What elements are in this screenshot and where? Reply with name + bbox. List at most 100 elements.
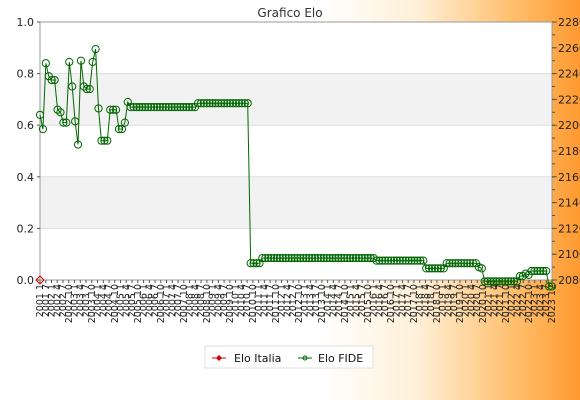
fide-point (348, 253, 358, 263)
x-tick-label: 2012 7 (288, 284, 299, 317)
fide-point (170, 103, 179, 112)
fide-point (381, 256, 390, 265)
x-tick-label: 2010 10 (248, 284, 259, 323)
fide-point (50, 75, 59, 85)
x-tick-label: 2015 1 (346, 284, 357, 317)
x-tick-label: 2001 1 (35, 284, 46, 317)
x-tick-label: 2020 10 (478, 284, 489, 323)
right-tick-label: 2140 (558, 197, 580, 210)
x-tick-label: 2002 7 (58, 284, 69, 317)
fide-point (328, 253, 337, 263)
fide-point (483, 277, 492, 286)
fide-point (492, 277, 501, 286)
x-tick-label: 2006 10 (156, 284, 167, 323)
fide-point (386, 256, 396, 265)
fide-point (498, 277, 507, 286)
fide-point (35, 110, 45, 119)
left-tick-label: 0.8 (17, 68, 35, 81)
x-tick-label: 2007 1 (162, 284, 173, 317)
fide-point (226, 99, 235, 108)
fide-point (138, 103, 147, 112)
fide-point (97, 136, 106, 145)
left-tick-label: 1.0 (17, 16, 35, 29)
right-tick-label: 2280 (558, 16, 580, 29)
fide-point (176, 103, 185, 112)
fide-point (231, 99, 241, 108)
x-tick-label: 2012 1 (277, 284, 288, 317)
legend-fide-marker (302, 355, 308, 361)
x-tick-label: 2021 10 (501, 284, 512, 323)
fide-point (135, 103, 144, 112)
fide-point (544, 282, 554, 291)
x-tick-label: 2019 1 (438, 284, 449, 317)
x-tick-label: 2015 4 (351, 284, 362, 317)
fide-point (243, 99, 252, 108)
fide-point (460, 259, 469, 268)
fide-point (132, 103, 141, 112)
fide-point (264, 253, 273, 263)
fide-point (427, 264, 437, 273)
x-tick-label: 2004 7 (104, 284, 115, 317)
x-tick-label: 2002 1 (47, 284, 58, 317)
x-tick-label: 2004 1 (93, 284, 104, 317)
fide-point (451, 259, 460, 268)
x-tick-label: 2008 1 (185, 284, 196, 317)
fide-point (106, 105, 115, 114)
x-tick-label: 2022 10 (524, 284, 535, 323)
fide-point (240, 99, 249, 108)
x-tick-label: 2023 12 (547, 284, 558, 323)
fide-point (337, 253, 346, 263)
fide-point (445, 259, 454, 268)
fide-point (419, 256, 428, 265)
fide-point (234, 99, 244, 108)
fide-point (261, 253, 270, 263)
x-tick-label: 2013 10 (317, 284, 328, 323)
fide-point (182, 103, 191, 112)
fide-point (47, 75, 56, 85)
x-tick-label: 2009 1 (208, 284, 219, 317)
fide-point (249, 259, 258, 268)
fide-point (407, 256, 416, 265)
x-tick-label: 2004 4 (98, 284, 109, 317)
fide-point (217, 99, 226, 108)
fide-point (506, 277, 516, 286)
x-tick-label: 2013 4 (305, 284, 316, 317)
fide-point (258, 253, 267, 263)
x-tick-label: 2014 1 (323, 284, 334, 317)
fide-point (501, 277, 510, 286)
x-tick-label: 2005 10 (133, 284, 144, 323)
fide-point (144, 103, 153, 112)
fide-point (322, 253, 331, 263)
fide-point (287, 253, 296, 263)
fide-point (281, 253, 290, 263)
x-tick-label: 2009 4 (213, 284, 224, 317)
fide-point (542, 266, 551, 276)
fide-point (56, 108, 65, 117)
fide-point (360, 253, 369, 263)
fide-point (392, 256, 402, 265)
fide-point (334, 253, 343, 263)
fide-point (457, 259, 466, 268)
x-tick-label: 2004 10 (110, 284, 121, 323)
fide-point (164, 103, 173, 112)
fide-point (272, 253, 282, 263)
fide-point (126, 103, 135, 112)
x-tick-label: 2016 10 (386, 284, 397, 323)
x-tick-label: 2016 1 (369, 284, 380, 317)
fide-point (398, 256, 407, 265)
fide-point (495, 277, 504, 286)
fide-point (489, 277, 498, 286)
fide-point (401, 256, 410, 265)
fide-point (504, 277, 513, 286)
fide-point (463, 259, 472, 268)
fide-point (340, 253, 349, 263)
right-tick-label: 2260 (558, 42, 580, 55)
legend-italia-label: Elo Italia (234, 352, 281, 365)
x-tick-label: 2002 10 (64, 284, 75, 323)
fide-point (442, 259, 451, 268)
x-tick-label: 2020 7 (472, 284, 483, 317)
fide-point (185, 103, 194, 112)
